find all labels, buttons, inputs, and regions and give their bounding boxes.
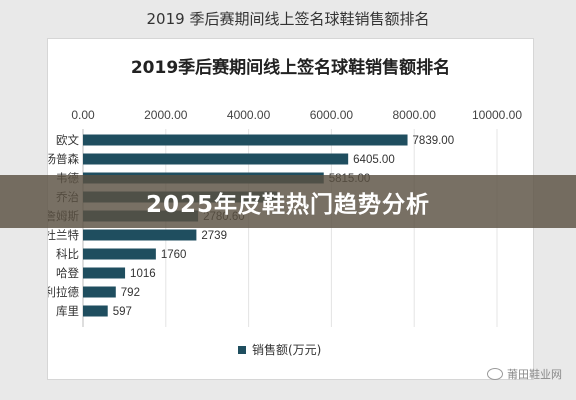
- category-label: 库里: [56, 304, 79, 318]
- legend-swatch: [238, 346, 246, 354]
- data-label: 7839.00: [413, 135, 455, 147]
- category-label: 杜兰特: [48, 228, 79, 242]
- bar: [83, 305, 108, 317]
- bar: [83, 153, 349, 165]
- category-label: 哈登: [56, 266, 79, 280]
- watermark: 莆田鞋业网: [487, 366, 562, 382]
- data-label: 6405.00: [353, 154, 395, 166]
- watermark-text: 莆田鞋业网: [507, 368, 562, 381]
- wechat-icon: [487, 368, 503, 380]
- x-tick-label: 4000.00: [227, 108, 271, 122]
- category-label: 汤普森: [48, 152, 79, 166]
- bar: [83, 286, 116, 298]
- x-tick-label: 2000.00: [144, 108, 188, 122]
- x-tick-label: 0.00: [71, 108, 95, 122]
- bar: [83, 267, 126, 279]
- category-label: 科比: [56, 247, 79, 261]
- category-label: 利拉德: [48, 285, 79, 299]
- x-tick-label: 10000.00: [472, 108, 522, 122]
- x-tick-label: 8000.00: [393, 108, 437, 122]
- data-label: 2739: [201, 230, 227, 242]
- bar: [83, 248, 156, 260]
- bar: [83, 134, 408, 146]
- x-tick-label: 6000.00: [310, 108, 354, 122]
- bar: [83, 229, 197, 241]
- page-title: 2019 季后赛期间线上签名球鞋销售额排名: [146, 10, 430, 28]
- data-label: 792: [121, 287, 140, 299]
- overlay-banner: 2025年皮鞋热门趋势分析: [0, 175, 576, 228]
- data-label: 1760: [161, 249, 187, 261]
- overlay-title: 2025年皮鞋热门趋势分析: [145, 191, 430, 218]
- chart-title: 2019季后赛期间线上签名球鞋销售额排名: [130, 58, 451, 78]
- data-label: 597: [113, 306, 132, 318]
- legend-label: 销售额(万元): [252, 342, 321, 357]
- data-label: 1016: [130, 268, 156, 280]
- category-label: 欧文: [56, 133, 79, 147]
